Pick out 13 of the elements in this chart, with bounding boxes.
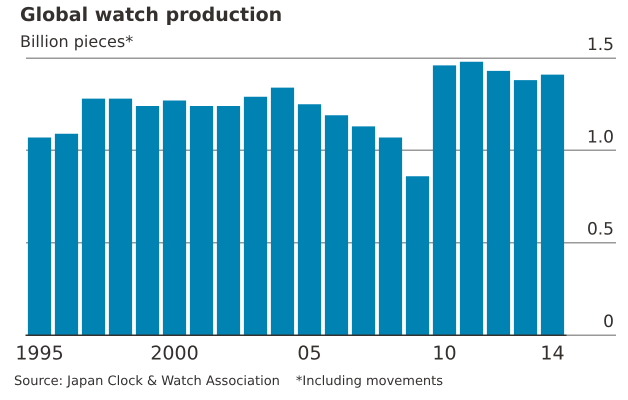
- text: *Including movements: [296, 374, 444, 389]
- x-tick-label: 1995: [15, 342, 64, 365]
- y-tick-label: 0: [603, 312, 614, 332]
- source-note: Source: Japan Clock & Watch Association: [14, 374, 280, 389]
- y-tick-label: 1.5: [586, 34, 614, 55]
- y-tick-label: 1.0: [586, 127, 614, 148]
- y-tick-label: 0.5: [586, 220, 614, 240]
- chart-title: Global watch production: [20, 4, 282, 26]
- x-tick-label: 14: [540, 342, 565, 365]
- x-tick-label: 05: [297, 342, 322, 365]
- x-tick-label: 10: [432, 342, 457, 365]
- y-axis-title: Billion pieces*: [20, 32, 134, 51]
- x-tick-label: 2000: [150, 342, 199, 365]
